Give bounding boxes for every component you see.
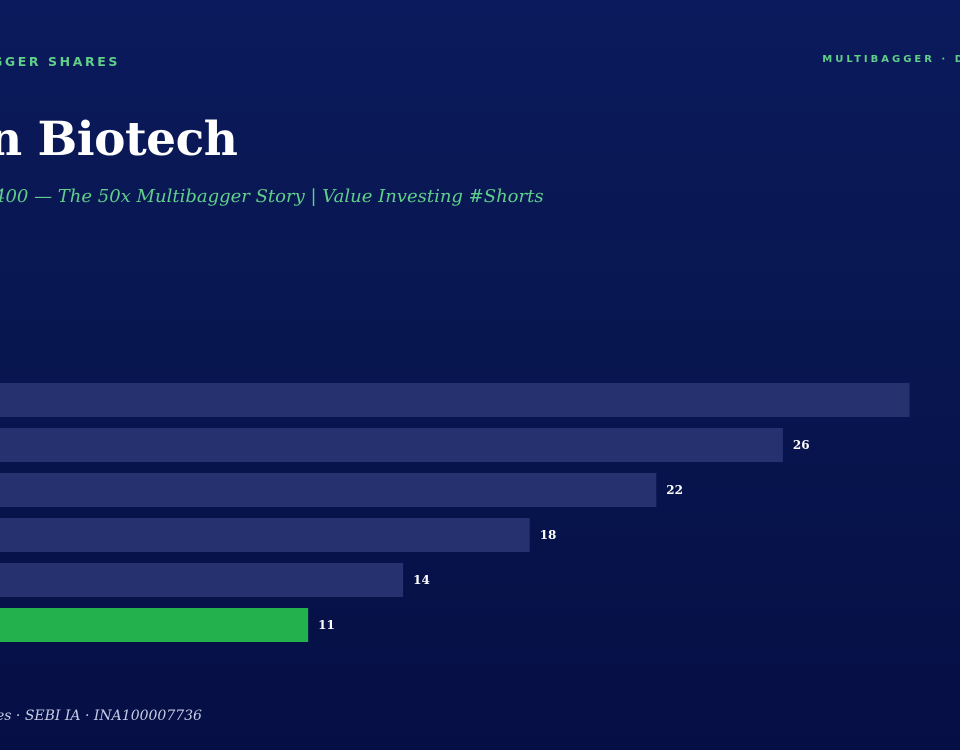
bar [0,473,657,507]
page-subtitle: 400 — The 50x Multibagger Story | Value … [0,186,544,207]
bar-chart: 26 22 18 14 11 [0,383,910,642]
bar-value-label: 14 [413,573,430,587]
bar-value-label: 22 [666,483,683,497]
bar [0,563,404,597]
brand-label: MULTIBAGGER · D [822,54,960,65]
bar-value-label: 26 [793,438,810,452]
bar [0,518,530,552]
bar-value-label: 11 [318,618,335,632]
page-title: n Biotech [0,112,238,167]
bar [0,383,910,417]
kicker-label: GGER SHARES [0,54,120,69]
bar-highlight [0,608,309,642]
bar [0,428,783,462]
footer-disclaimer: es · SEBI IA · INA100007736 [0,708,202,724]
bar-value-label: 18 [540,528,557,542]
